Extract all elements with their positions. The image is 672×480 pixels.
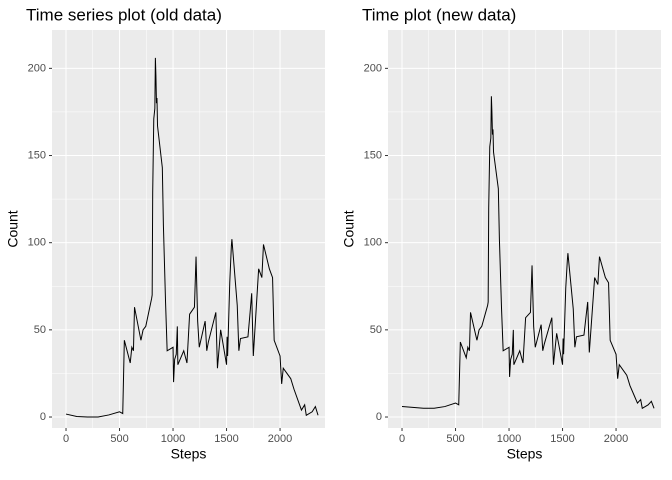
x-tick-label: 1000 (161, 433, 185, 445)
x-tick-label: 500 (110, 433, 128, 445)
y-axis-label: Count (341, 210, 357, 247)
y-tick-label: 0 (40, 411, 46, 423)
panel-background (52, 30, 325, 428)
y-tick-label: 200 (364, 62, 382, 74)
x-axis-label: Steps (507, 446, 543, 462)
y-tick-label: 150 (28, 149, 46, 161)
y-tick-label: 100 (364, 237, 382, 249)
y-tick-label: 50 (370, 324, 382, 336)
y-tick-label: 100 (28, 237, 46, 249)
y-tick-label: 150 (364, 149, 382, 161)
x-tick-label: 0 (399, 433, 405, 445)
y-axis-label: Count (5, 210, 21, 247)
x-tick-label: 2000 (604, 433, 628, 445)
x-tick-label: 0 (63, 433, 69, 445)
y-tick-label: 50 (34, 324, 46, 336)
y-tick-label: 200 (28, 62, 46, 74)
chart-title: Time plot (new data) (362, 5, 516, 24)
y-tick-label: 0 (376, 411, 382, 423)
x-tick-label: 500 (446, 433, 464, 445)
series-line (401, 96, 655, 410)
x-tick-label: 2000 (268, 433, 292, 445)
x-tick-label: 1500 (214, 433, 238, 445)
series-line (65, 57, 319, 418)
x-tick-label: 1000 (497, 433, 521, 445)
x-tick-label: 1500 (550, 433, 574, 445)
chart-title: Time series plot (old data) (26, 5, 222, 24)
x-axis-label: Steps (171, 446, 207, 462)
panel-background (388, 30, 661, 428)
